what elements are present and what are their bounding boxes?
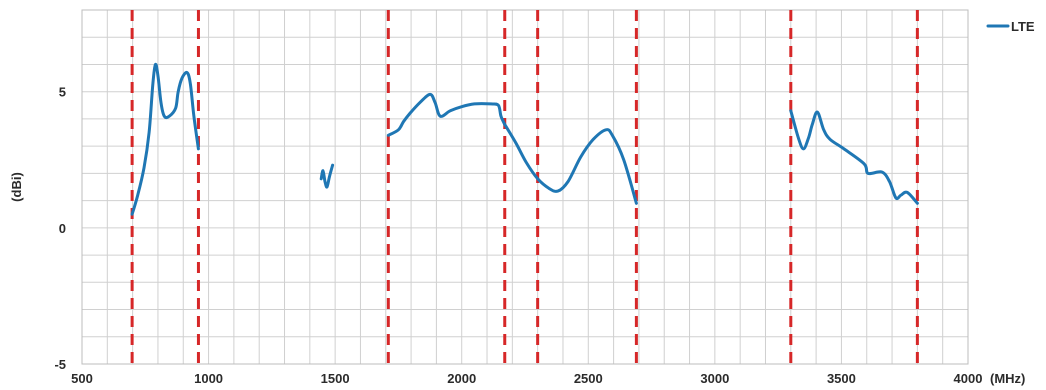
x-tick-label: 3000 [700, 371, 729, 386]
x-axis-label: (MHz) [990, 371, 1025, 386]
series-lines [130, 62, 919, 216]
x-tick-label: 1500 [321, 371, 350, 386]
series-line-lte [503, 122, 638, 205]
y-tick-labels: -5 0 5 [54, 85, 66, 372]
legend: LTE [986, 19, 1035, 34]
plot-frame [81, 9, 969, 365]
x-tick-label: 3500 [827, 371, 856, 386]
y-tick-label: 0 [59, 221, 66, 236]
grid-lines [81, 9, 969, 365]
x-tick-label: 4000 [954, 371, 983, 386]
series-line-lte [130, 62, 200, 216]
x-tick-label: 1000 [194, 371, 223, 386]
series-line-lte [386, 92, 507, 137]
band-markers [130, 10, 919, 364]
x-tick-labels: 500 1000 1500 2000 2500 3000 3500 4000 [71, 371, 982, 386]
y-tick-label: -5 [54, 357, 66, 372]
series-line-lte [789, 109, 919, 205]
y-tick-label: 5 [59, 85, 66, 100]
y-axis-label: (dBi) [9, 172, 24, 202]
series-line-lte [319, 163, 335, 189]
x-tick-label: 2500 [574, 371, 603, 386]
x-tick-label: 2000 [447, 371, 476, 386]
legend-label-lte: LTE [1011, 19, 1035, 34]
x-tick-label: 500 [71, 371, 93, 386]
